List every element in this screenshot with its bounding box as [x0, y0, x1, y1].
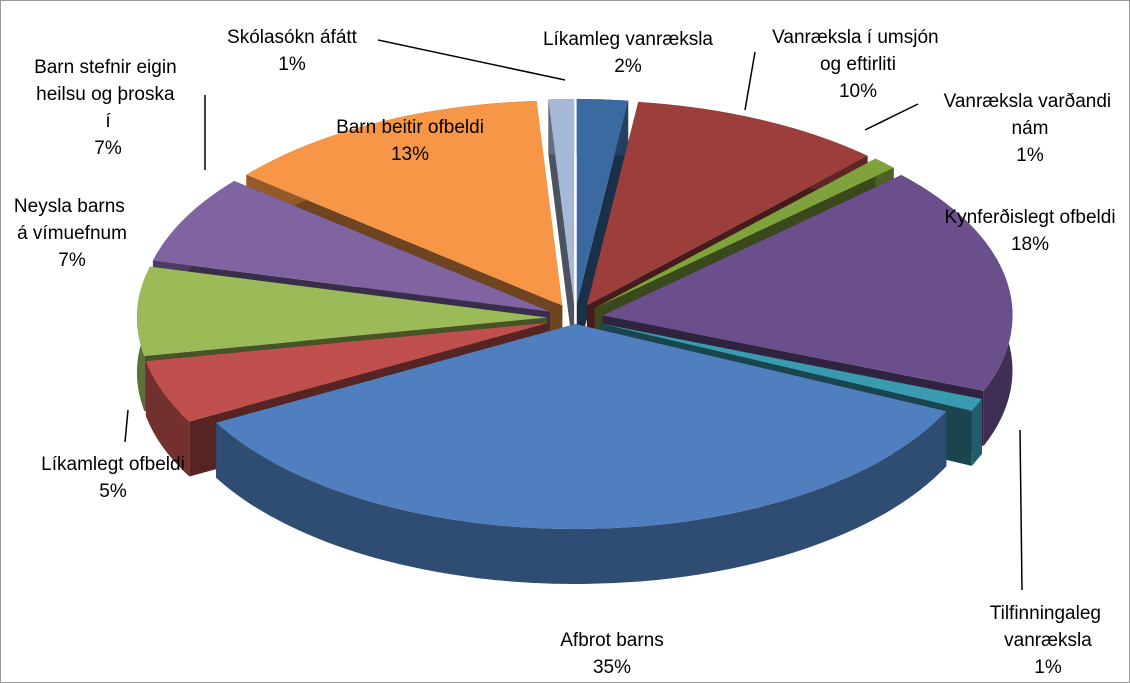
- slice-label: Skólasókn áfátt: [227, 27, 358, 48]
- slice: [145, 322, 549, 422]
- slice-value-label: 18%: [1011, 234, 1049, 255]
- slice-label: Tilfinningaleg vanræksla: [990, 603, 1107, 651]
- slice-value-label: 2%: [614, 56, 642, 77]
- slice-label: Kynferðislegt ofbeldi: [944, 207, 1115, 228]
- slice-label: Vanræksla varðandi nám: [944, 91, 1117, 139]
- slice: [576, 99, 629, 305]
- slice-label: Vanræksla í umsjón og eftirliti: [772, 27, 944, 75]
- slice: [600, 323, 982, 411]
- slice-label: Barn beitir ofbeldi: [336, 117, 484, 138]
- leader-line: [124, 409, 129, 443]
- slice-label: Barn stefnir eigin heilsu og þroska í: [34, 57, 182, 132]
- slice-value-label: 1%: [1034, 657, 1062, 678]
- slice-value-label: 13%: [391, 144, 429, 165]
- slice-side: [971, 399, 982, 466]
- slice-label: Neysla barns á vímuefnum: [14, 196, 130, 244]
- slice-edge: [576, 100, 629, 360]
- slice-label: Afbrot barns: [560, 630, 664, 651]
- leader-line: [377, 39, 566, 81]
- leader-line: [864, 103, 919, 131]
- slice: [137, 266, 548, 356]
- slice: [246, 100, 563, 306]
- slice: [594, 158, 894, 309]
- slice: [602, 175, 1013, 391]
- leader-line: [1019, 429, 1023, 591]
- slice-value-label: 7%: [94, 138, 122, 159]
- slice-value-label: 35%: [593, 657, 631, 678]
- slice-value-label: 5%: [99, 481, 127, 502]
- slice-value-label: 7%: [58, 250, 86, 271]
- slice: [152, 180, 551, 312]
- slice-side: [216, 411, 947, 584]
- slice-value-label: 1%: [1016, 145, 1044, 166]
- slice-value-label: 10%: [839, 81, 877, 102]
- slice-label: Líkamlegt ofbeldi: [41, 454, 185, 475]
- slice: [586, 101, 868, 306]
- slice: [216, 323, 947, 529]
- slice-value-label: 1%: [278, 54, 306, 75]
- slice-edge: [548, 99, 575, 360]
- slice: [548, 99, 575, 305]
- slice-side: [145, 361, 190, 477]
- slice-label: Líkamleg vanræksla: [543, 29, 713, 50]
- leader-line: [744, 51, 756, 111]
- labels: Líkamleg vanræksla 2% Vanræksla í umsjón o…: [14, 27, 1117, 678]
- pie-tops: [137, 99, 1013, 529]
